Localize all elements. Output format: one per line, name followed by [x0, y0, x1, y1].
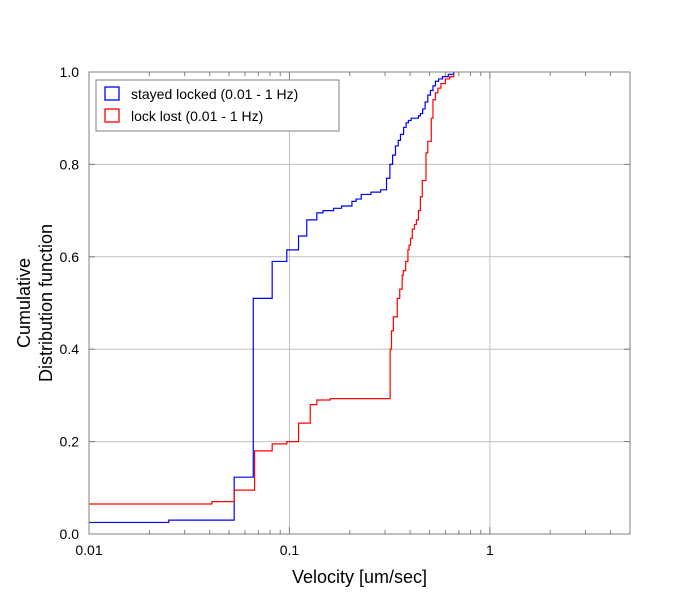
legend-label: lock lost (0.01 - 1 Hz): [131, 108, 263, 124]
y-axis-label: Cumulative Distribution function: [14, 224, 56, 382]
x-tick-label: 0.1: [280, 542, 300, 558]
y-tick-label: 0.8: [60, 156, 80, 172]
y-tick-label: 0.0: [60, 526, 80, 542]
y-axis-label-line: Cumulative: [14, 258, 34, 348]
legend: stayed locked (0.01 - 1 Hz) lock lost (0.…: [95, 79, 340, 132]
legend-swatch: [104, 86, 120, 101]
series-group: [89, 72, 455, 524]
y-tick-label: 0.2: [60, 434, 80, 450]
x-tick-label: 1: [486, 542, 494, 558]
series-line-stayed-locked: [89, 72, 455, 524]
plot-frame: [88, 71, 631, 535]
y-tick-label: 1.0: [60, 64, 80, 80]
y-axis-label-line: Distribution function: [36, 224, 56, 382]
legend-box: [95, 79, 340, 132]
legend-swatch: [104, 108, 120, 123]
x-axis-label: Velocity [um/sec]: [292, 567, 427, 587]
series-line-lock-lost: [89, 74, 455, 505]
legend-label: stayed locked (0.01 - 1 Hz): [131, 86, 298, 102]
x-tick-label: 0.01: [75, 542, 102, 558]
axis-ticks: 0.01 0.1 1 0.0 0.2 0.4 0.6 0.8 1.0: [60, 64, 630, 558]
y-tick-label: 0.6: [60, 249, 80, 265]
y-tick-label: 0.4: [60, 341, 80, 357]
